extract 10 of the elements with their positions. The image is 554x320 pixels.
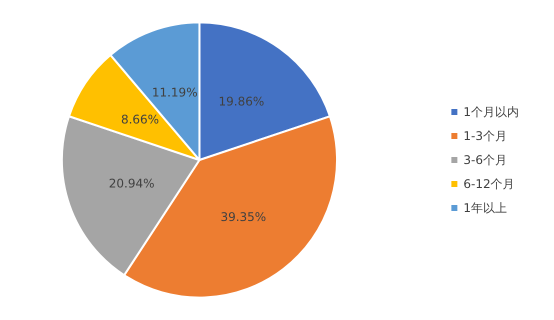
legend-label: 3-6个月 bbox=[463, 153, 507, 167]
legend-label: 6-12个月 bbox=[463, 177, 515, 191]
data-label: 39.35% bbox=[220, 210, 266, 224]
data-label: 20.94% bbox=[108, 176, 154, 191]
data-label: 11.19% bbox=[152, 86, 198, 100]
data-label: 19.86% bbox=[218, 94, 264, 109]
legend-label: 1个月以内 bbox=[463, 105, 520, 119]
data-label: 8.66% bbox=[120, 112, 160, 127]
legend-label: 1-3个月 bbox=[463, 129, 507, 143]
legend-label: 1年以上 bbox=[463, 201, 508, 215]
